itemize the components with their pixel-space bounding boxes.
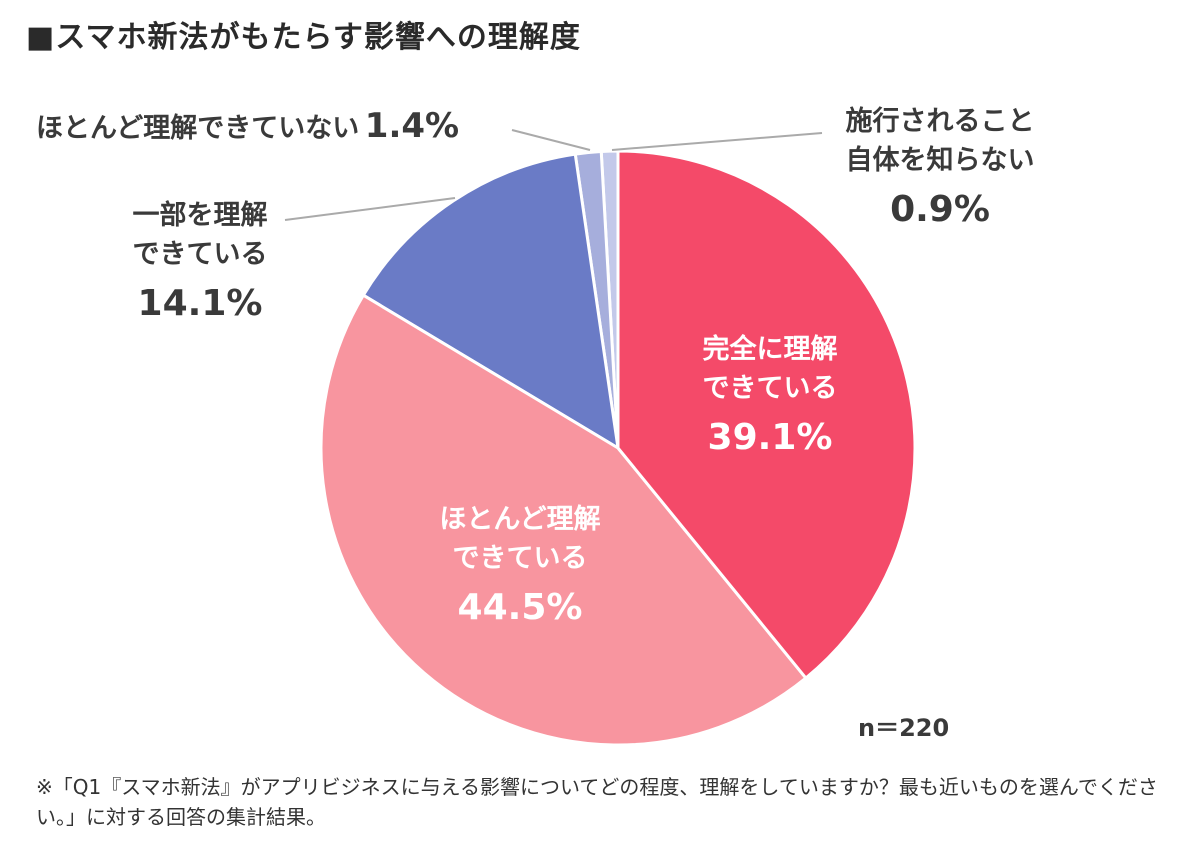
slice-value: 0.9% [890,189,990,231]
slice-label-line: 完全に理解 [702,334,838,365]
slice-label-line: できている [452,543,588,575]
slice-value: 1.4% [364,106,460,146]
label-slice-4: 施行されること 自体を知らない 0.9% [820,102,1060,236]
slice-label-line: 自体を知らない [845,145,1035,177]
label-slice-1: ほとんど理解 できている 44.5% [400,500,640,634]
slice-label-line: 一部を理解 [132,200,268,231]
leader-line-1.4 [511,129,591,151]
slice-label-line: できている [702,373,838,405]
slice-value: 14.1% [137,283,263,325]
pie-slice-0 [616,149,917,681]
leader-line-14.1 [284,197,456,221]
pie-slice-1 [319,293,808,747]
slice-value: 39.1% [707,417,833,459]
slice-label-line: ほとんど理解 [439,504,601,535]
slice-label-line: 施行されること [845,106,1035,137]
sample-size: n＝220 [858,714,950,742]
label-slice-0: 完全に理解 できている 39.1% [660,330,880,464]
footnote: ※「Q1『スマホ新法』がアプリビジネスに与える影響についてどの程度、理解をしてい… [36,775,1158,829]
label-slice-3: ほとんど理解できていない 1.4% [36,102,459,151]
chart-title: ■スマホ新法がもたらす影響への理解度 [26,20,581,55]
slice-label-line: ほとんど理解できていない [36,113,360,144]
leader-line-0.9 [611,132,823,151]
label-slice-2: 一部を理解 できている 14.1% [100,196,300,330]
pie-slice-2 [361,152,620,451]
slice-label-line: できている [132,239,268,271]
slice-value: 44.5% [457,587,583,629]
